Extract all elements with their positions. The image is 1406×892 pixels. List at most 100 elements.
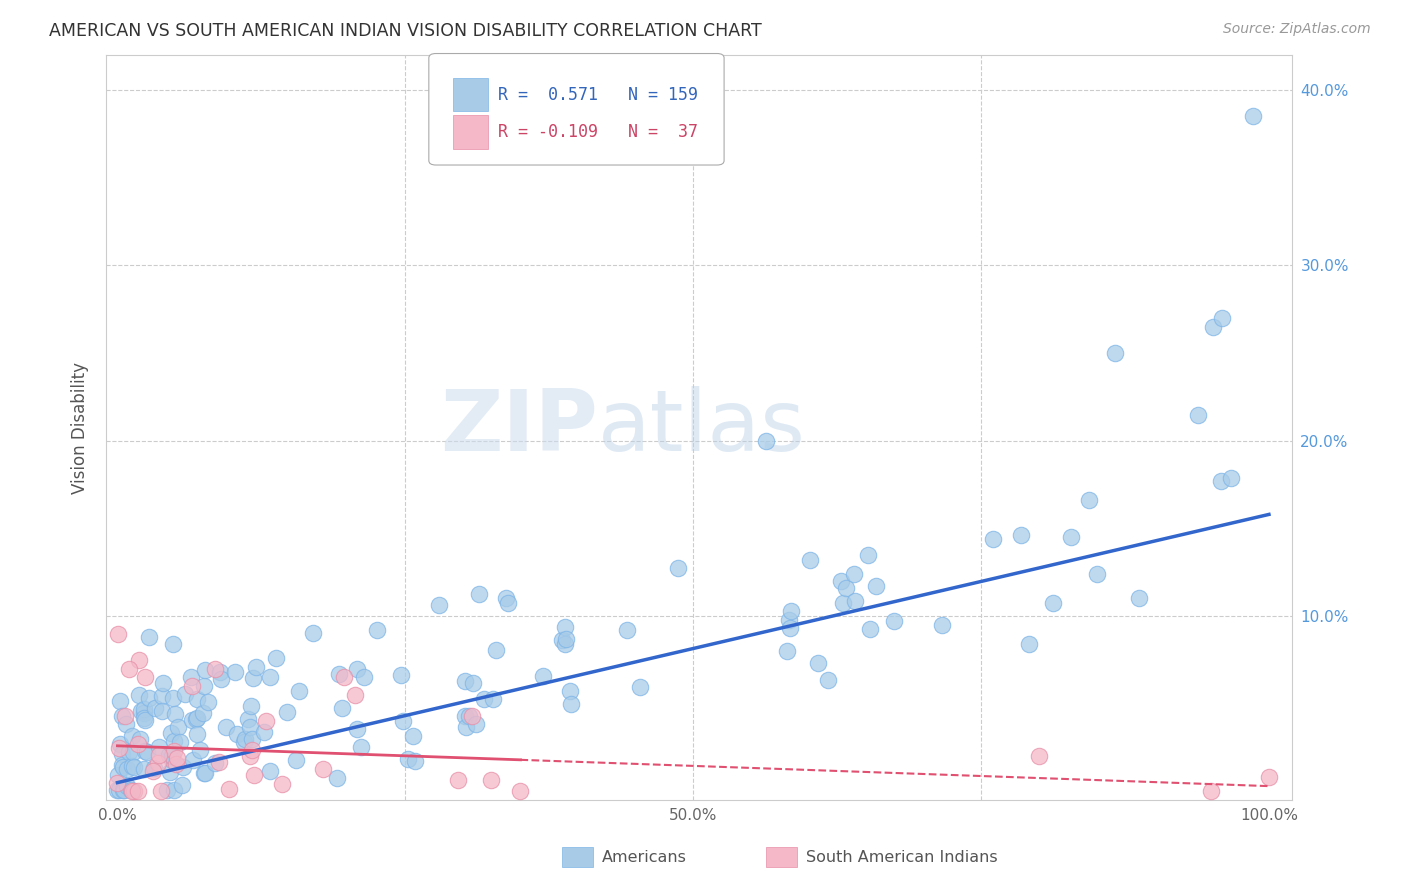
Point <box>107 776 129 790</box>
Point <box>156 782 179 797</box>
Point <box>242 672 264 686</box>
Text: R =  0.571   N = 159: R = 0.571 N = 159 <box>498 86 697 103</box>
Point <box>233 735 256 749</box>
Point <box>112 782 135 797</box>
Point <box>117 762 139 776</box>
Point <box>148 756 170 771</box>
Point <box>253 724 276 739</box>
Point <box>150 689 173 703</box>
Point <box>112 760 135 774</box>
Point <box>1187 408 1209 422</box>
Point <box>108 782 131 797</box>
Point <box>218 782 240 797</box>
Point <box>332 701 354 715</box>
Point <box>169 734 191 748</box>
Point <box>157 747 180 762</box>
Point <box>1078 492 1101 507</box>
Point <box>755 434 778 448</box>
Text: Source: ZipAtlas.com: Source: ZipAtlas.com <box>1223 22 1371 37</box>
Point <box>259 670 281 684</box>
Point <box>127 737 149 751</box>
Point <box>163 782 186 797</box>
Point <box>474 692 496 706</box>
Point <box>239 749 262 764</box>
Text: Americans: Americans <box>602 850 686 864</box>
Point <box>1258 770 1281 784</box>
Point <box>311 762 333 776</box>
Point <box>142 764 165 779</box>
Point <box>209 665 232 679</box>
Point <box>842 566 865 581</box>
Point <box>194 663 217 677</box>
Point <box>170 778 193 792</box>
Point <box>1201 783 1223 797</box>
Point <box>181 754 204 768</box>
Point <box>114 717 136 731</box>
Point <box>186 692 208 706</box>
Point <box>333 670 356 684</box>
Point <box>209 672 232 686</box>
Point <box>132 762 155 776</box>
Point <box>628 681 651 695</box>
Point <box>326 771 349 785</box>
Point <box>1202 319 1225 334</box>
Point <box>468 587 491 601</box>
Point <box>107 768 129 782</box>
Point <box>134 670 156 684</box>
Point <box>498 596 520 610</box>
Point <box>121 730 143 744</box>
Point <box>224 665 246 679</box>
Point <box>404 754 426 768</box>
Point <box>454 720 477 734</box>
Point <box>236 712 259 726</box>
Point <box>160 753 183 767</box>
Point <box>120 782 142 797</box>
Point <box>560 697 582 711</box>
Point <box>778 613 800 627</box>
Point <box>883 615 905 629</box>
Point <box>1028 748 1050 763</box>
Point <box>844 593 866 607</box>
Point <box>162 749 184 764</box>
Point <box>509 783 531 797</box>
Point <box>834 581 856 595</box>
Point <box>150 704 173 718</box>
Point <box>215 720 238 734</box>
Point <box>461 708 484 723</box>
Point <box>128 653 150 667</box>
Point <box>554 632 576 646</box>
Point <box>163 706 186 721</box>
Y-axis label: Vision Disability: Vision Disability <box>72 361 89 493</box>
Point <box>392 714 415 728</box>
Point <box>558 683 581 698</box>
Point <box>134 744 156 758</box>
Point <box>127 783 149 797</box>
Point <box>121 783 143 797</box>
Point <box>779 621 801 635</box>
Point <box>204 756 226 770</box>
Point <box>302 626 325 640</box>
Point <box>193 766 215 780</box>
Point <box>807 657 830 671</box>
Point <box>197 696 219 710</box>
Point <box>129 704 152 718</box>
Point <box>1018 636 1040 650</box>
Point <box>163 734 186 748</box>
Point <box>225 727 247 741</box>
Point <box>194 766 217 780</box>
Point <box>288 684 311 698</box>
Point <box>533 669 555 683</box>
Point <box>165 756 187 771</box>
Point <box>616 624 638 638</box>
Point <box>856 548 879 562</box>
Text: ZIP: ZIP <box>440 386 598 469</box>
Point <box>184 712 207 726</box>
Point <box>240 742 263 756</box>
Point <box>858 622 880 636</box>
Point <box>118 745 141 759</box>
Point <box>389 668 412 682</box>
Point <box>832 596 855 610</box>
Point <box>254 714 277 728</box>
Point <box>111 709 134 723</box>
Text: R = -0.109   N =  37: R = -0.109 N = 37 <box>498 123 697 141</box>
